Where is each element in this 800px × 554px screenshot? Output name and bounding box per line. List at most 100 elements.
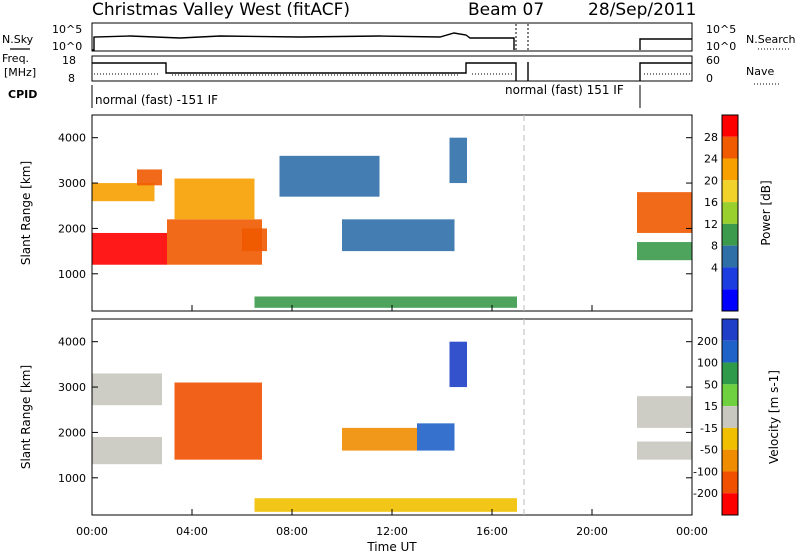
nsky-trace xyxy=(92,32,692,51)
heatmap-cell xyxy=(279,155,380,197)
cpid-segment-1: normal (fast) -151 IF xyxy=(95,93,218,107)
power-heatmap-regions xyxy=(92,137,692,308)
heatmap-cell xyxy=(417,423,455,451)
colorbar-swatch xyxy=(722,340,738,363)
station-title: Christmas Valley West (fitACF) xyxy=(92,0,350,20)
nave-tick-top: 60 xyxy=(706,54,720,67)
power-panel: 1000 2000 3000 4000 Slant Range [km] 28 24 20… xyxy=(19,114,773,312)
x-tick-label: 00:00 xyxy=(676,525,708,538)
colorbar-tick-label: 28 xyxy=(704,131,718,144)
colorbar-tick-label: -200 xyxy=(693,487,718,500)
power-y-ticks: 1000 2000 3000 4000 xyxy=(58,132,692,281)
colorbar-swatch xyxy=(722,158,738,181)
beam-label: Beam 07 xyxy=(468,0,544,20)
freq-tick-bottom: 8 xyxy=(68,72,75,85)
colorbar-swatch xyxy=(722,136,738,159)
velocity-y-ticks: 1000 2000 3000 4000 xyxy=(58,336,692,485)
nsearch-tick-top: 10^5 xyxy=(706,23,736,36)
colorbar-tick-label: 20 xyxy=(704,174,718,187)
colorbar-swatch xyxy=(722,427,738,450)
heatmap-cell xyxy=(254,498,517,512)
freq-trace xyxy=(92,62,692,81)
velocity-y-axis-label: Slant Range [km] xyxy=(19,365,33,469)
colorbar-tick-label: 12 xyxy=(704,218,718,231)
y-tick-label: 3000 xyxy=(58,381,86,394)
heatmap-cell xyxy=(449,137,467,184)
colorbar-swatch xyxy=(722,384,738,407)
colorbar-swatch xyxy=(722,267,738,290)
nave-label: Nave xyxy=(746,65,774,78)
heatmap-cell xyxy=(449,341,467,388)
heatmap-cell xyxy=(242,228,267,252)
colorbar-tick-label: 100 xyxy=(697,357,718,370)
heatmap-cell xyxy=(92,436,162,465)
velocity-heatmap-regions xyxy=(92,341,692,512)
colorbar-frame xyxy=(721,114,739,312)
heatmap-cell xyxy=(137,169,162,186)
nsky-panel: N.Sky 10^5 10^0 10^5 10^0 N.Search xyxy=(2,22,796,53)
colorbar-swatch xyxy=(722,202,738,224)
colorbar-swatch xyxy=(722,471,738,494)
cpid-panel: CPID normal (fast) -151 IF normal (fast)… xyxy=(8,83,641,108)
colorbar-tick-label: 16 xyxy=(704,196,718,209)
colorbar-tick-label: -50 xyxy=(700,444,718,457)
cpid-label: CPID xyxy=(8,88,37,101)
colorbar-tick-label: 4 xyxy=(711,261,718,274)
colorbar-swatch xyxy=(722,319,738,341)
colorbar-frame xyxy=(721,318,739,516)
heatmap-cell xyxy=(637,242,692,261)
heatmap-cell xyxy=(92,183,155,202)
heatmap-cell xyxy=(637,192,692,233)
velocity-panel: 1000 2000 3000 4000 Slant Range [km] 200 100… xyxy=(19,318,781,516)
heatmap-cell xyxy=(92,373,162,406)
y-tick-label: 2000 xyxy=(58,222,86,235)
colorbar-swatch xyxy=(722,223,738,246)
velocity-colorbar: 200 100 50 15 -15 -50 -100 -200 xyxy=(693,318,739,516)
date-label: 28/Sep/2011 xyxy=(588,0,696,20)
heatmap-cell xyxy=(92,232,167,265)
x-axis-label: Time UT xyxy=(366,540,417,554)
colorbar-swatch xyxy=(722,406,738,428)
y-tick-label: 1000 xyxy=(58,268,86,281)
power-colorbar-label: Power [dB] xyxy=(759,180,773,245)
colorbar-swatch xyxy=(722,289,738,311)
time-axis: 00:00 04:00 08:00 12:00 16:00 20:00 00:00 xyxy=(76,305,708,538)
freq-label-line2: [MHz] xyxy=(4,66,36,79)
x-tick-label: 12:00 xyxy=(376,525,408,538)
colorbar-tick-label: 50 xyxy=(704,378,718,391)
colorbar-tick-label: 24 xyxy=(704,153,718,166)
colorbar-tick-label: 200 xyxy=(697,335,718,348)
colorbar-tick-label: 15 xyxy=(704,400,718,413)
heatmap-cell xyxy=(174,382,262,460)
heatmap-cell xyxy=(342,427,417,451)
colorbar-tick-label: 8 xyxy=(711,240,718,253)
nsearch-label: N.Search xyxy=(746,33,796,46)
freq-tick-top: 18 xyxy=(62,54,76,67)
x-tick-label: 08:00 xyxy=(276,525,308,538)
heatmap-cell xyxy=(637,396,692,428)
nsky-label: N.Sky xyxy=(2,33,34,46)
colorbar-tick-label: -15 xyxy=(700,422,718,435)
nsearch-tick-bottom: 10^0 xyxy=(706,40,736,53)
colorbar-swatch xyxy=(722,493,738,515)
freq-panel: Freq. [MHz] 18 8 60 0 Nave xyxy=(2,52,780,85)
heatmap-cell xyxy=(254,296,517,308)
y-tick-label: 3000 xyxy=(58,177,86,190)
heatmap-cell xyxy=(342,219,455,252)
velocity-colorbar-label: Velocity [m s-1] xyxy=(767,370,781,464)
colorbar-swatch xyxy=(722,180,738,203)
nave-tick-bottom: 0 xyxy=(706,72,713,85)
heatmap-cell xyxy=(637,441,692,460)
colorbar-swatch xyxy=(722,449,738,472)
freq-label-line1: Freq. xyxy=(2,52,29,65)
y-tick-label: 4000 xyxy=(58,336,86,349)
x-tick-label: 00:00 xyxy=(76,525,108,538)
colorbar-tick-label: -100 xyxy=(693,465,718,478)
nave-trace xyxy=(94,73,690,76)
cpid-segment-2: normal (fast) 151 IF xyxy=(505,83,624,97)
colorbar-swatch xyxy=(722,115,738,137)
y-tick-label: 4000 xyxy=(58,132,86,145)
colorbar-swatch xyxy=(722,362,738,385)
y-tick-label: 1000 xyxy=(58,472,86,485)
nsky-tick-top: 10^5 xyxy=(52,23,82,36)
